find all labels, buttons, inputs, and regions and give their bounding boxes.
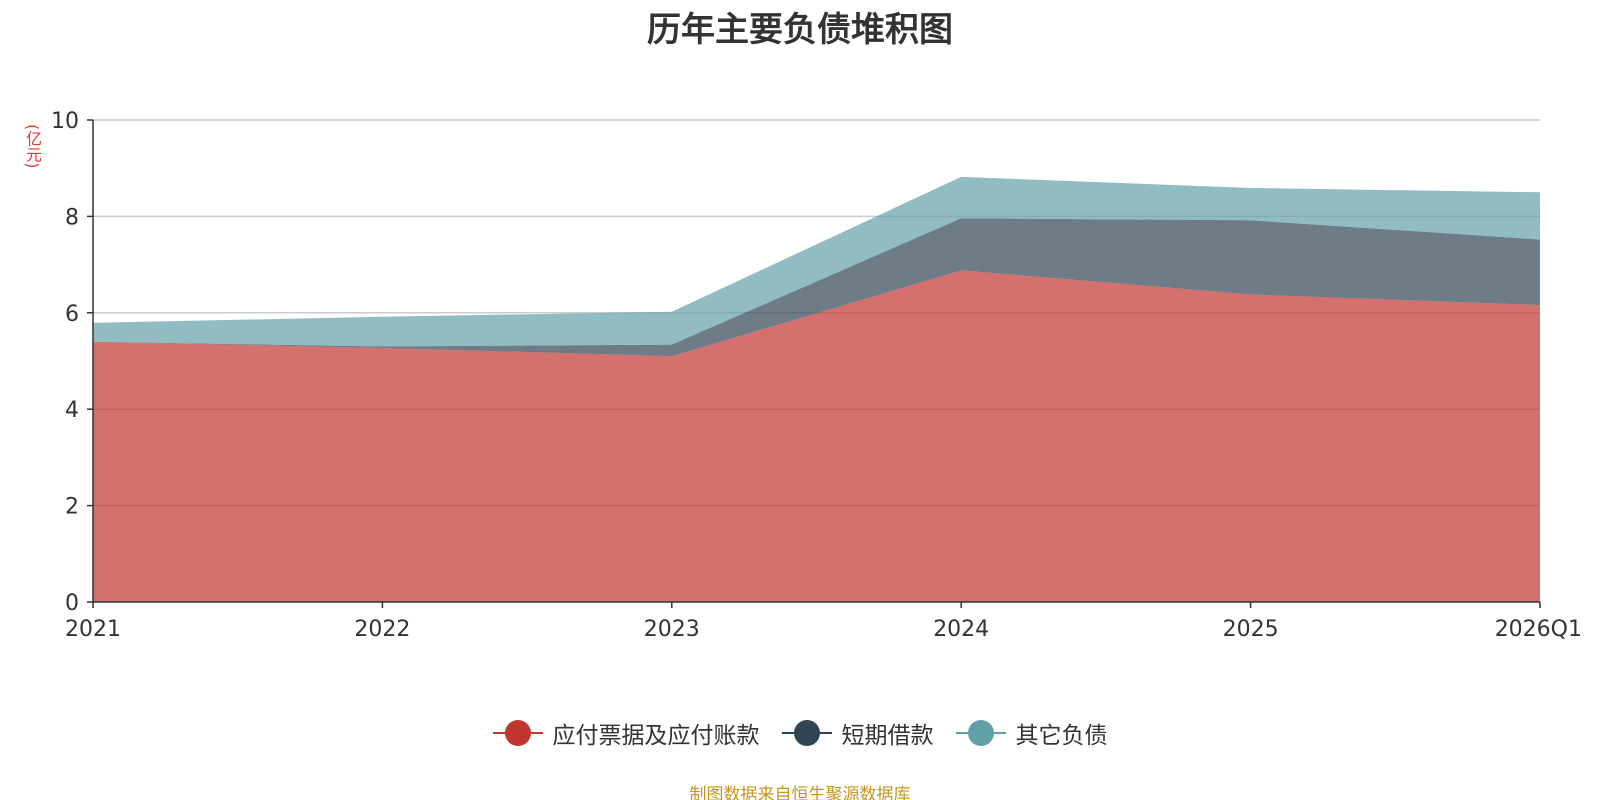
- legend-marker-icon: [492, 720, 543, 746]
- legend-label: 短期借款: [841, 723, 934, 749]
- area-series-1: [93, 270, 1540, 602]
- x-tick-label-2021: 2021: [65, 617, 121, 642]
- area-series-3: [93, 176, 1540, 347]
- y-tick-label-8: 8: [65, 205, 79, 230]
- legend-item-2[interactable]: 短期借款: [781, 716, 934, 750]
- area-series-2: [93, 218, 1540, 357]
- y-tick-label-10: 10: [51, 109, 79, 134]
- y-tick-label-0: 0: [65, 591, 79, 616]
- legend-item-3[interactable]: 其它负债: [955, 716, 1108, 750]
- legend: 应付票据及应付账款 短期借款 其它负债: [0, 716, 1600, 750]
- legend-marker-icon: [955, 720, 1006, 746]
- legend-label: 应付票据及应付账款: [552, 723, 760, 749]
- x-tick-label-2026Q1: 2026Q1: [1495, 617, 1582, 642]
- legend-label: 其它负债: [1015, 723, 1108, 749]
- data-source-note: 制图数据来自恒生聚源数据库: [689, 785, 911, 800]
- axes: 0 2 4 6 8 10 2021 2022 2023 2024 2025 2026Q1: [51, 109, 1582, 642]
- x-tick-label-2024: 2024: [933, 617, 989, 642]
- y-axis-unit-label: (亿元): [23, 123, 42, 169]
- legend-marker-icon: [781, 720, 832, 746]
- y-tick-label-6: 6: [65, 302, 79, 327]
- x-tick-label-2023: 2023: [644, 617, 700, 642]
- area-chart: 0 2 4 6 8 10 2021 2022 2023 2024 2025 2026Q1: [51, 109, 1582, 642]
- x-tick-label-2025: 2025: [1223, 617, 1279, 642]
- y-tick-label-4: 4: [65, 398, 79, 423]
- y-tick-label-2: 2: [65, 495, 79, 520]
- area-series-group: [93, 176, 1540, 602]
- legend-item-1[interactable]: 应付票据及应付账款: [492, 716, 760, 750]
- x-tick-label-2022: 2022: [354, 617, 410, 642]
- chart-title: 历年主要负债堆积图: [647, 10, 953, 50]
